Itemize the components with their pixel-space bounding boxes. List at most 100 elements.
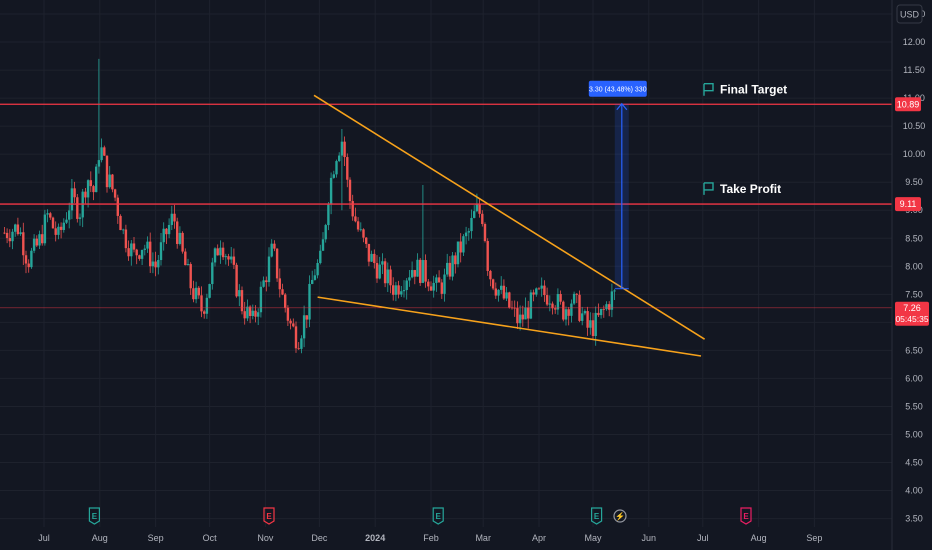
candle-body — [392, 285, 395, 295]
event-marker-frame — [591, 507, 603, 525]
candle-body — [321, 239, 325, 251]
candle-body — [232, 256, 236, 265]
measure-tool[interactable]: 3.30 (43.48%) 330 — [588, 80, 647, 290]
candle-body — [548, 303, 551, 305]
x-tick-label: Sep — [148, 533, 164, 543]
candle-body — [22, 232, 25, 256]
candle-body — [208, 284, 211, 298]
candle-body — [124, 229, 128, 249]
event-markers[interactable]: E E E E ⚡ E — [88, 507, 752, 525]
event-marker[interactable]: E — [263, 507, 275, 525]
candle-body — [329, 177, 333, 205]
candle-body — [49, 213, 52, 218]
y-tick-label: 8.00 — [905, 261, 923, 271]
candle-body — [221, 247, 225, 258]
candle-body — [216, 248, 219, 256]
event-marker[interactable]: E — [740, 507, 752, 525]
candle-body — [427, 281, 430, 287]
candle-body — [14, 224, 17, 232]
lower-trendline[interactable] — [317, 296, 702, 357]
candle-body — [59, 226, 63, 230]
x-tick-label: Jul — [697, 533, 709, 543]
candle-body — [416, 259, 419, 277]
currency-label: USD — [900, 10, 920, 20]
candle-body — [572, 293, 576, 304]
candle-body — [173, 213, 176, 222]
event-marker-frame — [432, 507, 444, 525]
candle-body — [146, 241, 149, 249]
candle-body — [362, 229, 365, 238]
candle-body — [591, 320, 595, 337]
candle-body — [313, 275, 317, 280]
candle-body — [597, 312, 600, 316]
candle-body — [3, 232, 6, 234]
flag-label: Final Target — [720, 83, 787, 97]
x-tick-label: Feb — [423, 533, 439, 543]
candle-body — [257, 312, 260, 317]
candle-body — [265, 280, 268, 283]
candle-body — [494, 288, 497, 296]
candle-body — [586, 311, 589, 328]
candle-body — [8, 238, 11, 242]
candle-body — [267, 256, 271, 283]
candle-body — [294, 326, 298, 349]
y-tick-label: 5.00 — [905, 429, 923, 439]
y-tick-label: 11.50 — [903, 65, 925, 75]
event-marker[interactable]: E — [591, 507, 603, 525]
event-marker[interactable]: ⚡ — [613, 509, 627, 523]
candle-body — [302, 315, 306, 339]
candle-body — [608, 304, 611, 310]
x-tick-label: Dec — [311, 533, 328, 543]
candle-body — [581, 313, 584, 321]
event-marker[interactable]: E — [432, 507, 444, 525]
flag-icon — [703, 182, 714, 195]
candle-body — [343, 141, 346, 158]
candle-body — [554, 308, 557, 310]
candle-body — [284, 294, 287, 308]
candle-body — [529, 292, 533, 319]
candle-body — [78, 217, 82, 219]
candle-body — [346, 157, 349, 180]
x-tick-label: Oct — [203, 533, 218, 543]
level-badge — [895, 197, 921, 212]
candle-body — [219, 247, 222, 256]
candle-body — [446, 262, 449, 275]
candle-body — [613, 290, 616, 292]
time-axis[interactable]: Jul Aug Sep Oct Nov Dec 2024 Feb Mar Apr May Jun Jul… — [38, 533, 822, 543]
candle-body — [176, 221, 179, 244]
candle-body — [238, 290, 241, 297]
currency-button[interactable]: USD — [896, 4, 923, 24]
candle-body — [524, 307, 527, 320]
candle-body — [86, 180, 90, 198]
candle-body — [378, 264, 381, 279]
candle-body — [559, 294, 562, 302]
y-tick-label: 3.50 — [905, 514, 923, 524]
candle-body — [46, 213, 49, 215]
target-flag[interactable]: Final Target — [703, 83, 787, 97]
target-flag[interactable]: Take Profit — [703, 182, 781, 196]
candle-body — [424, 260, 427, 282]
candle-body — [227, 256, 230, 260]
candle-body — [186, 264, 190, 266]
event-marker[interactable]: E — [88, 507, 100, 525]
candle-body — [491, 279, 495, 289]
candle-body — [76, 197, 79, 219]
event-marker-frame — [740, 507, 752, 525]
candle-body — [367, 243, 371, 262]
candle-body — [370, 253, 373, 262]
candle-body — [27, 263, 30, 268]
candle-body — [435, 277, 438, 283]
candle-body — [275, 248, 279, 279]
candle-body — [505, 292, 508, 299]
candle-body — [43, 214, 47, 244]
x-tick-label: Jul — [38, 533, 50, 543]
candle-body — [278, 278, 281, 290]
candle-body — [108, 174, 111, 188]
candle-body — [24, 255, 28, 264]
upper-trendline[interactable] — [313, 94, 706, 340]
candle-body — [443, 274, 446, 294]
candle-body — [386, 269, 389, 284]
target-flags[interactable]: Final Target Take Profit — [703, 83, 787, 196]
